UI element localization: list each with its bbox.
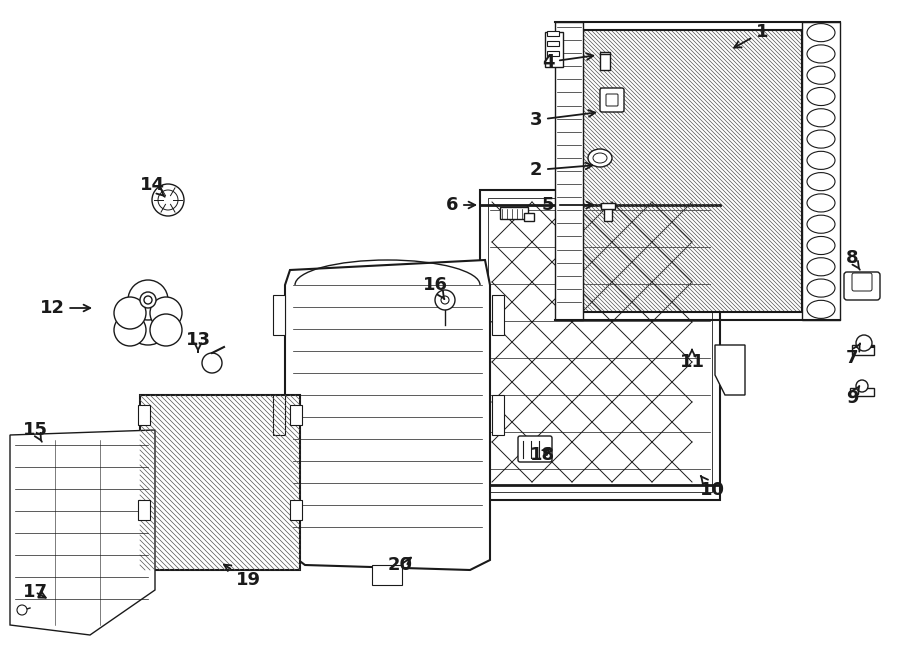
Text: 8: 8 (846, 249, 860, 270)
Text: 14: 14 (140, 176, 165, 197)
FancyBboxPatch shape (518, 436, 552, 462)
Text: 12: 12 (40, 299, 90, 317)
Text: 10: 10 (699, 476, 725, 499)
Circle shape (152, 184, 184, 216)
Bar (492, 295, 504, 335)
Circle shape (150, 297, 182, 329)
Bar (290, 405, 302, 425)
Ellipse shape (807, 258, 835, 276)
Text: 6: 6 (446, 196, 475, 214)
Ellipse shape (588, 149, 612, 167)
Bar (372, 565, 402, 585)
Bar (852, 345, 874, 355)
FancyBboxPatch shape (606, 94, 618, 106)
Text: 16: 16 (422, 276, 447, 299)
Bar (601, 203, 615, 209)
Bar (600, 52, 610, 70)
Bar (850, 388, 874, 396)
Ellipse shape (807, 194, 835, 212)
Circle shape (114, 297, 146, 329)
Text: 18: 18 (529, 446, 554, 464)
Text: 7: 7 (846, 344, 860, 367)
Bar (524, 213, 534, 221)
Polygon shape (715, 345, 745, 395)
Bar (273, 395, 285, 435)
Polygon shape (140, 395, 300, 570)
Bar (273, 295, 285, 335)
Circle shape (17, 605, 27, 615)
FancyBboxPatch shape (852, 273, 872, 291)
Text: 11: 11 (680, 350, 705, 371)
Bar (547, 41, 559, 46)
Bar (488, 198, 712, 492)
Polygon shape (10, 430, 155, 635)
Circle shape (144, 296, 152, 304)
Ellipse shape (807, 130, 835, 148)
Ellipse shape (807, 87, 835, 106)
Bar (492, 395, 504, 435)
Bar (604, 205, 612, 221)
Polygon shape (583, 30, 802, 312)
Bar (138, 405, 150, 425)
Text: 19: 19 (224, 564, 260, 589)
Ellipse shape (807, 66, 835, 84)
Ellipse shape (807, 24, 835, 42)
Circle shape (158, 190, 178, 210)
Bar (138, 500, 150, 520)
Bar (480, 190, 720, 500)
Circle shape (202, 353, 222, 373)
Circle shape (126, 301, 170, 345)
Ellipse shape (807, 237, 835, 254)
Circle shape (441, 296, 449, 304)
Text: 1: 1 (734, 23, 769, 48)
Circle shape (856, 380, 868, 392)
Ellipse shape (807, 279, 835, 297)
FancyBboxPatch shape (844, 272, 880, 300)
Text: 9: 9 (846, 386, 860, 407)
Ellipse shape (807, 45, 835, 63)
Text: 20: 20 (388, 556, 412, 574)
Circle shape (150, 314, 182, 346)
Ellipse shape (807, 215, 835, 233)
Circle shape (140, 292, 156, 308)
Ellipse shape (807, 173, 835, 190)
Bar (500, 207, 528, 219)
Bar (547, 51, 559, 56)
Circle shape (114, 314, 146, 346)
Text: 5: 5 (542, 196, 593, 214)
Ellipse shape (807, 151, 835, 169)
Ellipse shape (593, 153, 607, 163)
Bar (290, 500, 302, 520)
Bar (802, 22, 840, 320)
Text: 4: 4 (542, 53, 593, 71)
Circle shape (435, 290, 455, 310)
FancyBboxPatch shape (600, 88, 624, 112)
Text: 13: 13 (185, 331, 211, 352)
Circle shape (128, 280, 168, 320)
Text: 3: 3 (530, 110, 595, 129)
Ellipse shape (807, 300, 835, 319)
Text: 15: 15 (22, 421, 48, 442)
Bar (547, 31, 559, 36)
Bar (555, 22, 583, 320)
Text: 2: 2 (530, 161, 592, 179)
Polygon shape (285, 260, 490, 570)
Ellipse shape (807, 109, 835, 127)
Text: 17: 17 (22, 583, 48, 601)
Bar (545, 32, 563, 67)
Circle shape (856, 335, 872, 351)
